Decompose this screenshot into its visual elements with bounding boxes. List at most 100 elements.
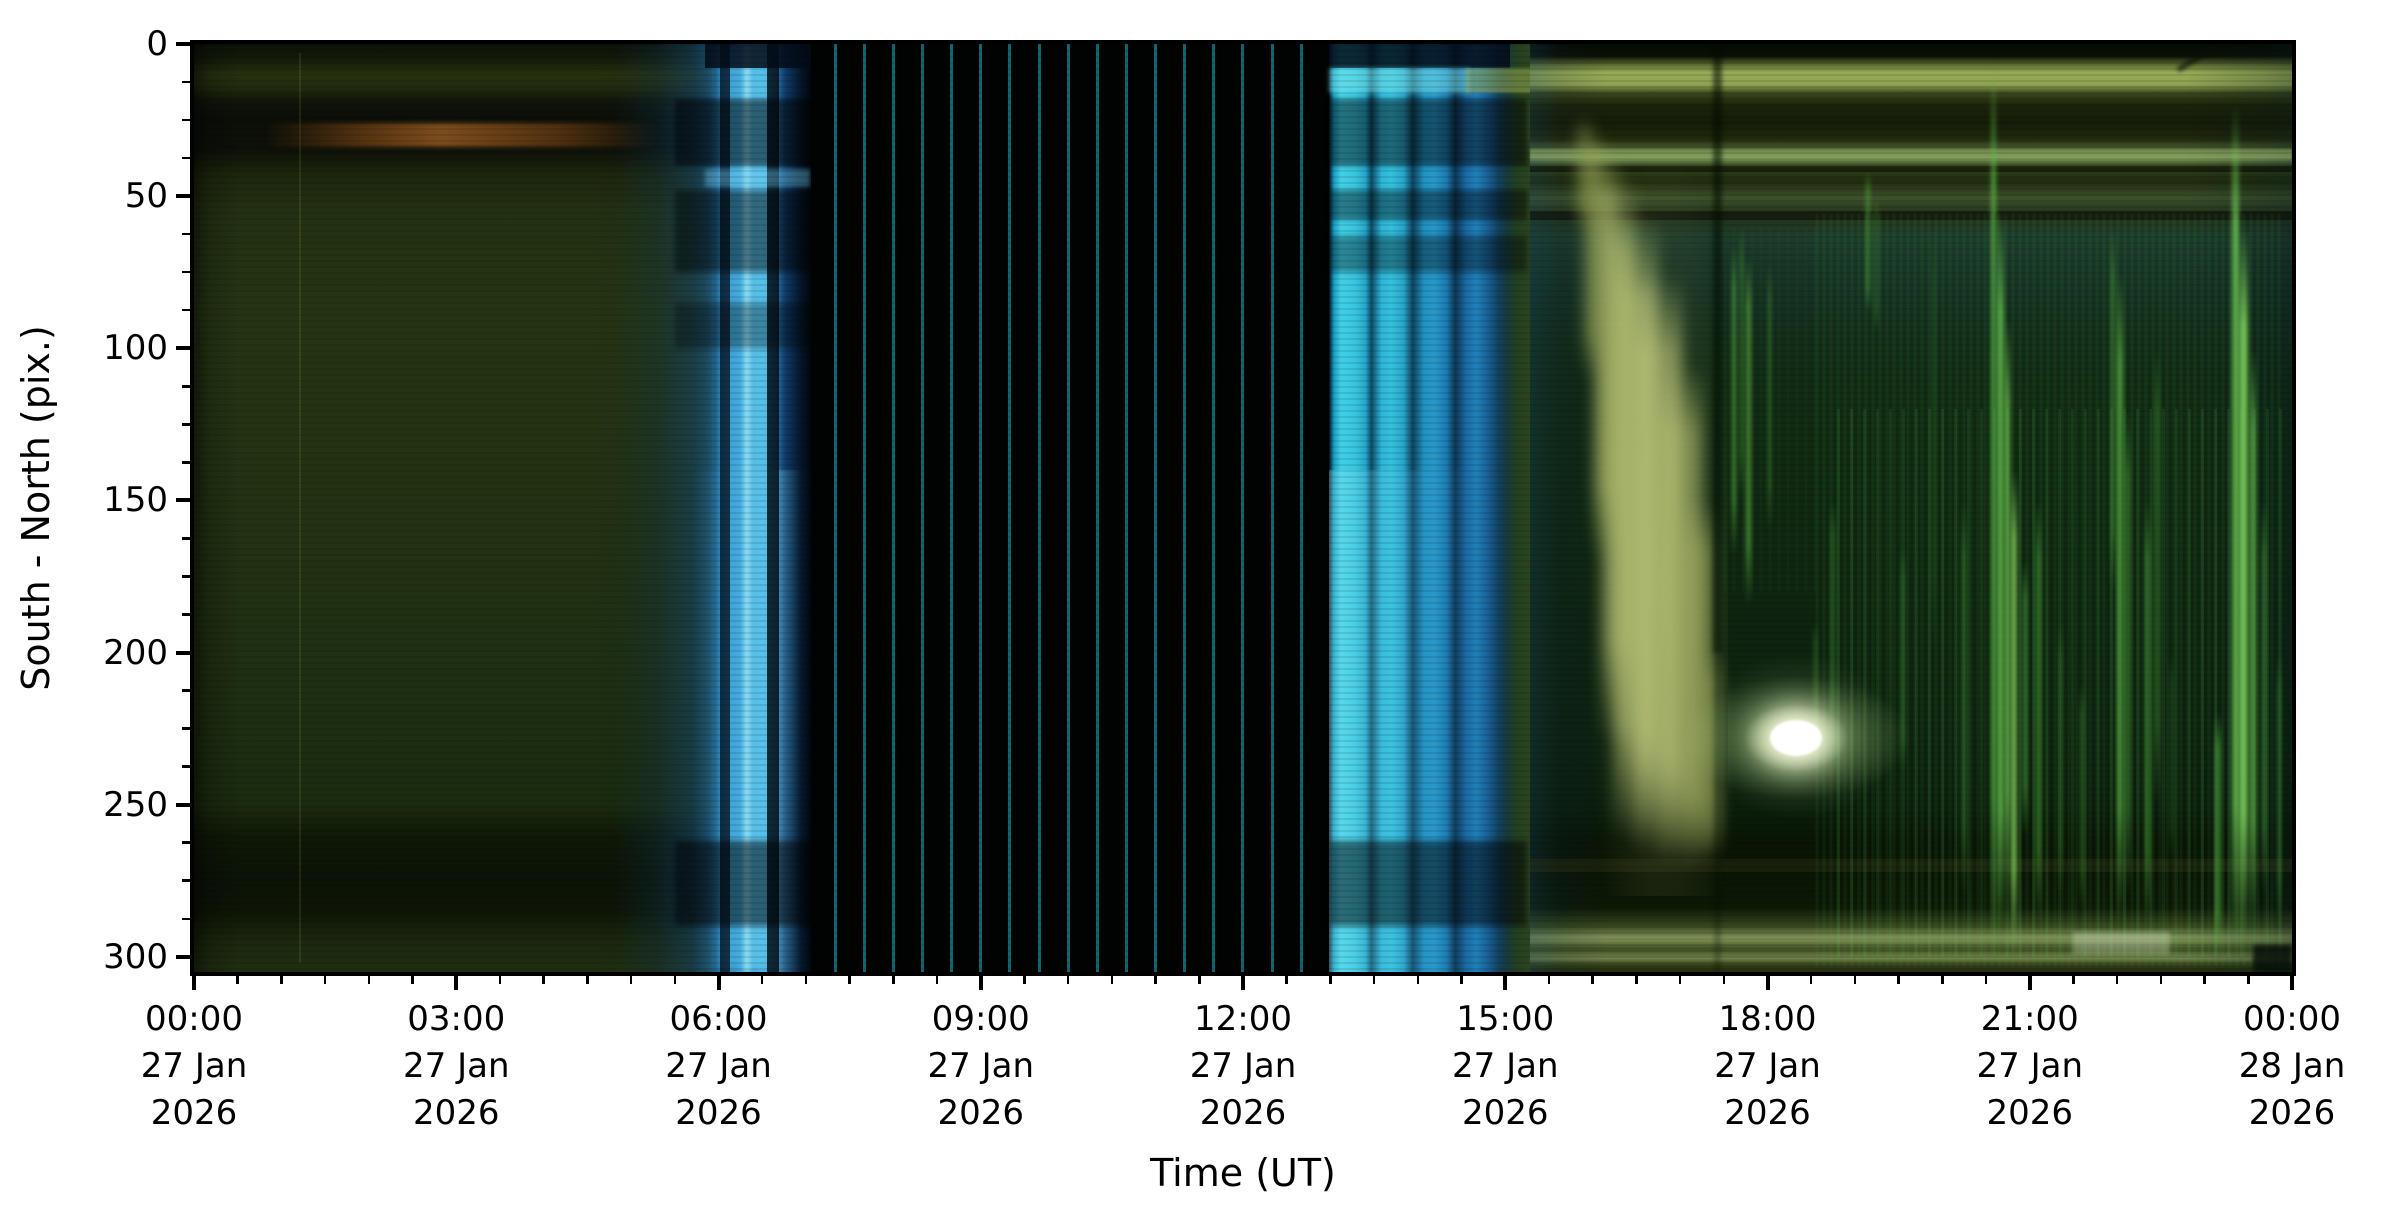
y-minor-tick <box>182 613 190 616</box>
morning-cyan-band <box>705 168 811 187</box>
aurora-filaments <box>2249 348 2256 927</box>
aurora-filaments <box>2239 226 2249 942</box>
frame-line <box>1154 44 1158 972</box>
x-minor-tick <box>848 976 851 984</box>
y-minor-tick <box>182 765 190 768</box>
x-minor-tick <box>1460 976 1463 984</box>
y-minor-tick <box>182 423 190 426</box>
frame-line <box>1241 44 1245 972</box>
morning-dark-hband <box>674 98 813 166</box>
aurora-filaments <box>1866 171 1871 312</box>
x-major-tick <box>1503 976 1508 990</box>
y-tick-label: 0 <box>146 24 168 64</box>
night-right-pale-line <box>1529 148 2292 160</box>
x-minor-tick <box>236 976 239 984</box>
evening-yellowgreen-band <box>1465 68 1536 93</box>
left-spine <box>190 40 194 976</box>
y-minor-tick <box>182 270 190 274</box>
y-major-tick <box>176 346 190 351</box>
bottom-right-dark-wedge <box>2252 944 2292 972</box>
morning-dark-hband <box>674 190 813 273</box>
bottom-spine <box>190 972 2296 976</box>
top-spine <box>190 40 2296 44</box>
x-minor-tick <box>542 976 545 984</box>
x-minor-tick <box>280 976 283 984</box>
twilight-gap <box>766 44 779 972</box>
frame-line <box>1008 44 1012 972</box>
y-major-tick <box>176 802 190 807</box>
y-minor-tick <box>182 689 190 692</box>
frame-line <box>1037 44 1041 972</box>
y-minor-tick <box>182 385 190 388</box>
y-major-tick <box>176 650 190 655</box>
aurora-filaments <box>1875 196 1879 334</box>
y-minor-tick <box>182 118 190 122</box>
x-minor-tick <box>1547 976 1551 984</box>
morning-top-dark <box>705 44 813 69</box>
horizon-band-texture <box>1529 859 2292 872</box>
frame-line <box>1183 44 1187 972</box>
y-minor-tick <box>182 308 190 312</box>
y-major-tick <box>176 42 190 46</box>
x-minor-tick <box>1023 976 1026 984</box>
y-tick-label: 300 <box>103 936 168 977</box>
y-major-tick <box>176 954 190 959</box>
x-minor-tick <box>1722 976 1726 984</box>
scanline-texture <box>194 44 2292 972</box>
aurora-filaments <box>1932 226 1936 653</box>
frame-line <box>1066 44 1070 972</box>
y-axis-label: South - North (pix.) <box>14 325 58 691</box>
x-major-tick <box>1765 976 1770 990</box>
moonlight-waterfall <box>1699 652 1722 860</box>
x-minor-tick <box>2159 976 2163 984</box>
morning-dark-hband <box>674 841 813 927</box>
x-tick-label: 00:00 27 Jan 2026 <box>140 999 248 1133</box>
frame-line <box>920 44 924 972</box>
moonlight-waterfall <box>1680 500 1715 866</box>
y-tick-label: 50 <box>124 176 168 217</box>
frame-line <box>1212 44 1216 972</box>
redbrown-streak <box>263 123 658 148</box>
x-minor-tick <box>1416 976 1420 984</box>
x-tick-label: 18:00 27 Jan 2026 <box>1714 999 1821 1133</box>
x-major-tick <box>454 976 459 990</box>
x-minor-tick <box>367 976 371 984</box>
aurora-filaments <box>2035 500 2041 927</box>
twilight-gap <box>720 44 731 972</box>
aurora-texture <box>1815 214 2285 966</box>
evening-dark-hband <box>1328 235 1528 273</box>
x-major-tick <box>716 976 721 990</box>
aurora-filaments <box>2011 469 2017 957</box>
x-minor-tick <box>2203 976 2206 984</box>
aurora-filaments <box>2004 317 2010 896</box>
evening-dark-hband <box>1328 98 1528 166</box>
x-tick-label: 03:00 27 Jan 2026 <box>403 999 510 1133</box>
aurora-filaments <box>1767 263 1771 531</box>
frame-line <box>1270 44 1274 972</box>
aurora-filaments <box>2125 409 2130 896</box>
aurora-filaments <box>2116 272 2123 927</box>
y-tick-label: 100 <box>103 328 168 369</box>
y-major-tick <box>176 194 190 199</box>
x-tick-label: 06:00 27 Jan 2026 <box>665 999 772 1133</box>
x-minor-tick <box>1635 976 1638 984</box>
keogram-canvas <box>194 44 2292 972</box>
evening-dark-hband <box>1328 190 1528 221</box>
aurora-filaments <box>2110 226 2115 592</box>
aurora-filaments <box>1996 211 2004 942</box>
y-tick-label: 150 <box>103 480 168 521</box>
x-minor-tick <box>1941 976 1944 984</box>
frame-line <box>833 44 837 972</box>
right-spine <box>2292 40 2296 976</box>
frame-line <box>1299 44 1303 972</box>
x-minor-tick <box>1809 976 1813 984</box>
y-minor-tick <box>182 879 190 882</box>
aurora-filaments <box>2058 622 2062 896</box>
x-minor-tick <box>760 976 764 984</box>
night-right-dark-line <box>1529 211 2292 221</box>
y-minor-tick <box>182 232 190 236</box>
y-tick-label: 250 <box>103 784 168 825</box>
x-major-tick <box>192 976 196 990</box>
x-minor-tick <box>804 976 808 984</box>
x-minor-tick <box>2247 976 2250 984</box>
